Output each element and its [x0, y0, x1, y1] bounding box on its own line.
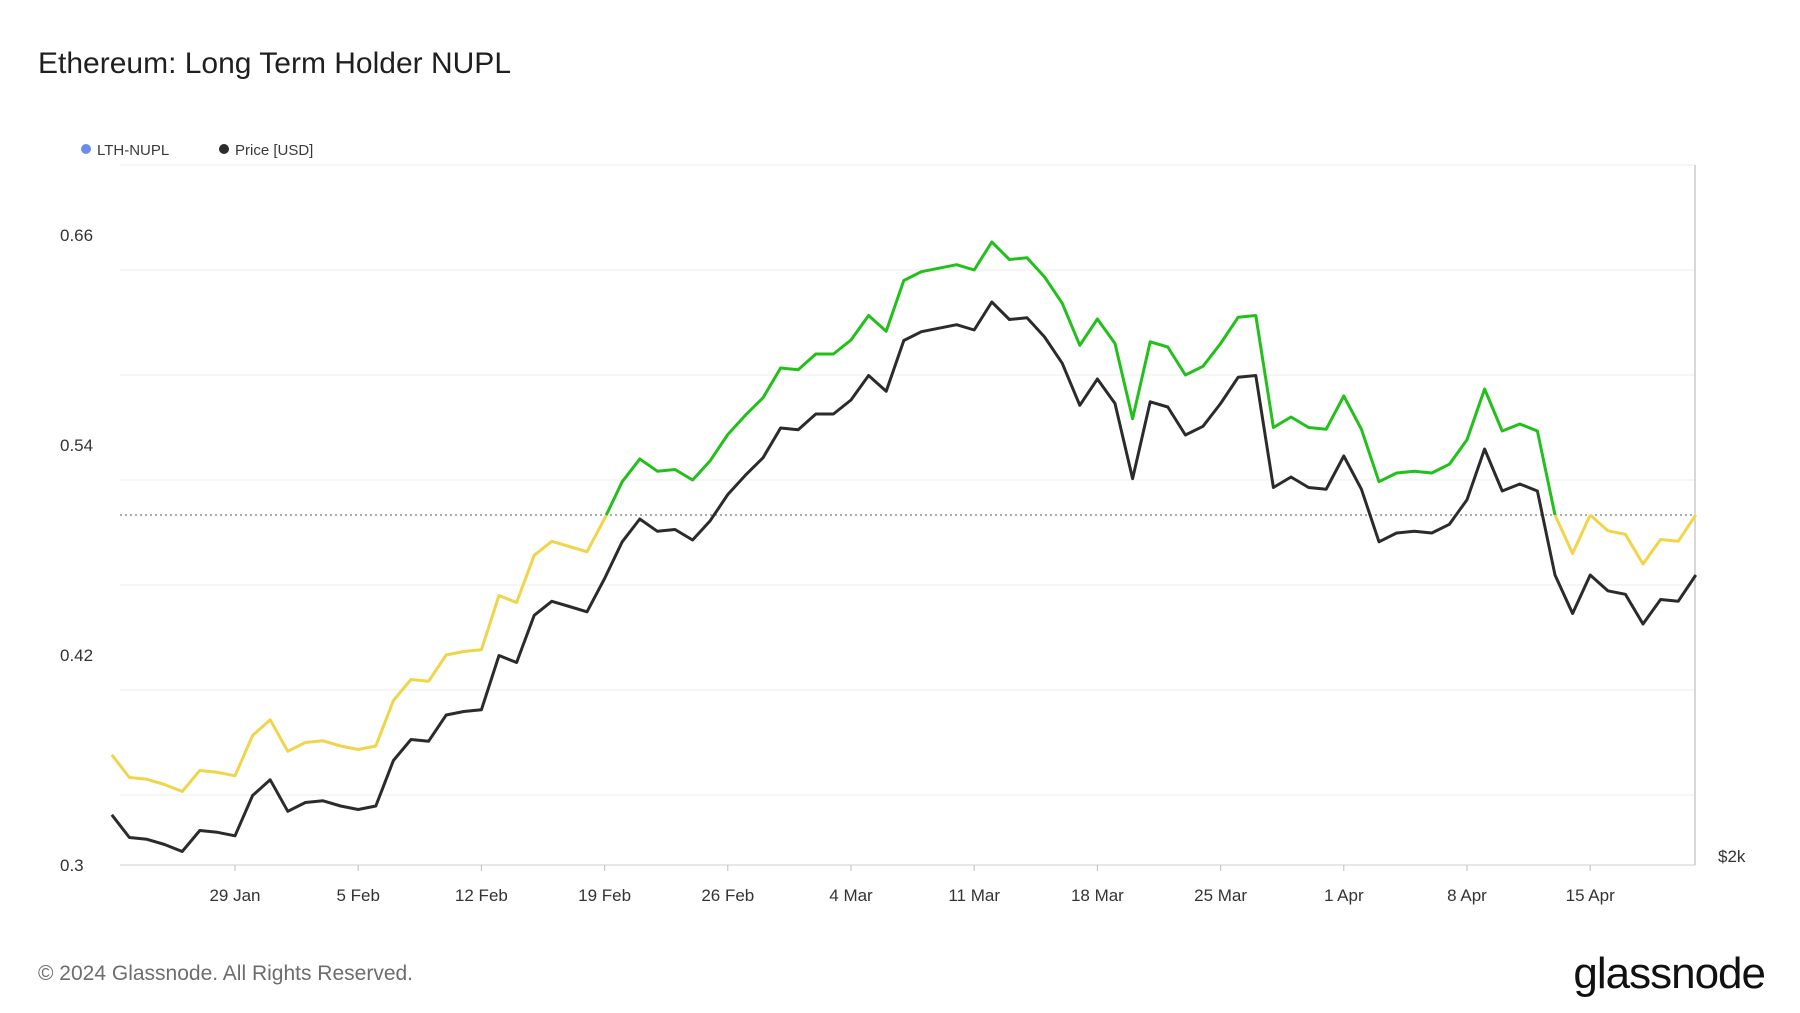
copyright-text: © 2024 Glassnode. All Rights Reserved.: [38, 962, 413, 985]
y-right-tick-label: $2k: [1718, 847, 1746, 866]
y-tick-label: 0.66: [60, 226, 93, 245]
legend: LTH-NUPL Price [USD]: [81, 142, 313, 159]
series-line-lth-nupl: [604, 240, 1557, 516]
grid: [120, 164, 1696, 866]
plot-area: [110, 240, 1698, 853]
legend-marker-lth-nupl: [81, 144, 91, 154]
series-line-price: [110, 300, 1698, 853]
chart-title: Ethereum: Long Term Holder NUPL: [38, 47, 511, 80]
series-line-lth-nupl: [110, 514, 608, 793]
x-tick-label: 26 Feb: [701, 886, 754, 905]
x-tick-label: 5 Feb: [336, 886, 379, 905]
x-tick-label: 25 Mar: [1194, 886, 1247, 905]
y-tick-label: 0.3: [60, 856, 84, 875]
x-tick-label: 15 Apr: [1566, 886, 1615, 905]
legend-marker-price: [219, 144, 229, 154]
x-tick-label: 4 Mar: [829, 886, 873, 905]
y-tick-label: 0.42: [60, 646, 93, 665]
legend-label-price: Price [USD]: [235, 142, 313, 159]
legend-item-lth-nupl[interactable]: LTH-NUPL: [81, 142, 169, 159]
legend-item-price[interactable]: Price [USD]: [219, 142, 313, 159]
x-tick-label: 1 Apr: [1324, 886, 1364, 905]
y-axis-left: 0.3 0.42 0.54 0.66: [60, 226, 93, 875]
series-line-lth-nupl: [1589, 513, 1698, 566]
glassnode-logo: glassnode: [1573, 949, 1765, 998]
x-tick-label: 11 Mar: [948, 886, 1000, 905]
series-line-lth-nupl: [1553, 514, 1592, 555]
x-tick-label: 18 Mar: [1071, 886, 1124, 905]
y-tick-label: 0.54: [60, 436, 93, 455]
legend-label-lth-nupl: LTH-NUPL: [97, 142, 169, 159]
x-tick-label: 8 Apr: [1447, 886, 1487, 905]
x-tick-label: 29 Jan: [209, 886, 260, 905]
x-tick-label: 12 Feb: [455, 886, 508, 905]
x-tick-label: 19 Feb: [578, 886, 631, 905]
x-axis: 29 Jan 5 Feb 12 Feb 19 Feb 26 Feb 4 Mar 11 Mar…: [209, 865, 1615, 905]
